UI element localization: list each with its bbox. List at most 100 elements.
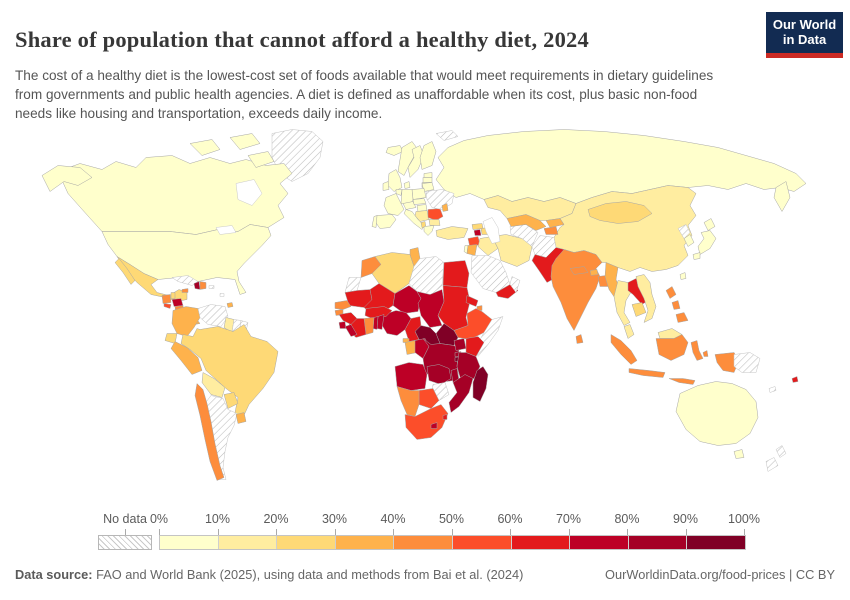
country-canada[interactable] — [230, 134, 260, 150]
country-south-korea[interactable] — [684, 235, 694, 247]
country-uganda[interactable] — [454, 339, 466, 351]
country-nigeria[interactable] — [381, 311, 411, 336]
country-finland[interactable] — [420, 142, 436, 170]
country-australia[interactable] — [734, 450, 744, 459]
country-italy[interactable] — [404, 210, 424, 230]
country-estonia[interactable] — [424, 173, 432, 178]
country-liberia[interactable] — [345, 325, 357, 337]
country-poland[interactable] — [412, 189, 426, 200]
country-czechia[interactable] — [413, 199, 426, 205]
country-russia[interactable] — [774, 182, 790, 212]
country-paraguay[interactable] — [224, 393, 238, 409]
country-sierra-leone[interactable] — [339, 322, 346, 329]
legend-cell-80-90%[interactable] — [628, 536, 688, 549]
country-indonesia[interactable] — [669, 379, 695, 385]
country-eritrea[interactable] — [466, 296, 478, 307]
legend-cell-60-70%[interactable] — [511, 536, 571, 549]
country-colombia[interactable] — [172, 307, 200, 337]
legend-cell-50-60%[interactable] — [452, 536, 512, 549]
country-mexico[interactable] — [115, 259, 135, 285]
country-malaysia[interactable] — [624, 325, 634, 339]
country-ireland[interactable] — [383, 182, 389, 191]
country-dominican-republic[interactable] — [200, 282, 206, 290]
country-indonesia[interactable] — [691, 341, 703, 361]
country-united-states[interactable] — [42, 166, 92, 192]
legend-cell-30-40%[interactable] — [335, 536, 395, 549]
country-new-caledonia[interactable] — [769, 387, 776, 393]
country-france[interactable] — [384, 194, 404, 216]
footer-link[interactable]: OurWorldinData.org/food-prices | CC BY — [605, 567, 835, 582]
country-madagascar[interactable] — [473, 367, 488, 402]
country-indonesia[interactable] — [703, 351, 708, 357]
country-spain[interactable] — [375, 215, 396, 229]
country-sudan[interactable] — [438, 286, 470, 331]
country-burkina-faso[interactable] — [365, 307, 392, 319]
country-iceland[interactable] — [386, 146, 403, 156]
country-namibia[interactable] — [397, 387, 419, 417]
country-philippines[interactable] — [666, 287, 676, 299]
country-tajikistan[interactable] — [544, 227, 558, 235]
country-japan[interactable] — [693, 253, 700, 260]
country-libya[interactable] — [409, 257, 444, 296]
country-lesotho[interactable] — [431, 423, 437, 429]
country-ukraine[interactable] — [426, 190, 454, 210]
country-latvia[interactable] — [423, 178, 432, 183]
country-india[interactable] — [551, 250, 602, 331]
country-papua-new-guinea[interactable] — [734, 353, 760, 373]
country-oman[interactable] — [510, 277, 520, 293]
country-canada[interactable] — [190, 140, 220, 156]
country-benelux[interactable] — [396, 190, 402, 196]
country-guinea[interactable] — [339, 313, 357, 325]
country-new-zealand[interactable] — [766, 458, 778, 472]
country-chile[interactable] — [195, 384, 224, 481]
country-jamaica[interactable] — [182, 289, 188, 293]
country-honduras[interactable] — [172, 299, 183, 307]
country-peru[interactable] — [171, 342, 202, 375]
country-japan[interactable] — [698, 231, 716, 255]
legend-no-data[interactable]: No data — [95, 511, 155, 551]
legend-cell-70-80%[interactable] — [570, 536, 629, 549]
country-greece[interactable] — [424, 226, 434, 236]
country-senegal[interactable] — [335, 301, 351, 310]
country-uruguay[interactable] — [236, 413, 246, 424]
country-kyrgyzstan[interactable] — [546, 219, 564, 228]
country-new-zealand[interactable] — [776, 446, 786, 458]
country-el-salvador[interactable] — [164, 304, 171, 309]
country-cameroon[interactable] — [405, 317, 421, 342]
country-armenia[interactable] — [474, 230, 481, 236]
country-taiwan[interactable] — [680, 273, 686, 280]
country-angola[interactable] — [395, 363, 427, 391]
country-svalbard[interactable] — [436, 131, 458, 141]
country-mongolia[interactable] — [588, 202, 652, 224]
legend-cell-40-50%[interactable] — [394, 536, 453, 549]
country-bulgaria[interactable] — [429, 220, 440, 226]
legend-cell-20-30%[interactable] — [277, 536, 336, 549]
country-uzbekistan[interactable] — [507, 215, 546, 231]
country-guatemala[interactable] — [162, 295, 171, 304]
country-sweden[interactable] — [408, 146, 424, 178]
country-moldova[interactable] — [442, 204, 448, 212]
country-cambodia[interactable] — [632, 303, 646, 317]
country-jordan[interactable] — [467, 245, 477, 256]
country-sri-lanka[interactable] — [576, 335, 583, 344]
country-indonesia[interactable] — [611, 335, 637, 365]
country-north-korea[interactable] — [678, 225, 690, 239]
country-philippines[interactable] — [676, 313, 688, 323]
country-indonesia[interactable] — [656, 335, 688, 361]
country-indonesia[interactable] — [715, 353, 739, 373]
country-bhutan[interactable] — [590, 270, 598, 276]
country-denmark[interactable] — [404, 182, 410, 189]
legend-cell-90-100%[interactable] — [687, 536, 745, 549]
country-philippines[interactable] — [672, 301, 680, 310]
country-vietnam[interactable] — [636, 275, 656, 323]
country-venezuela[interactable] — [198, 305, 228, 327]
country-somalia[interactable] — [476, 317, 503, 357]
no-data-swatch[interactable] — [98, 535, 152, 550]
country-japan[interactable] — [704, 219, 715, 231]
country-australia[interactable] — [676, 382, 758, 446]
country-lesser-antilles[interactable] — [220, 294, 224, 297]
country-serbia[interactable] — [415, 211, 429, 222]
country-iran[interactable] — [492, 235, 532, 267]
country-fiji[interactable] — [792, 377, 798, 383]
country-indonesia[interactable] — [629, 369, 665, 378]
